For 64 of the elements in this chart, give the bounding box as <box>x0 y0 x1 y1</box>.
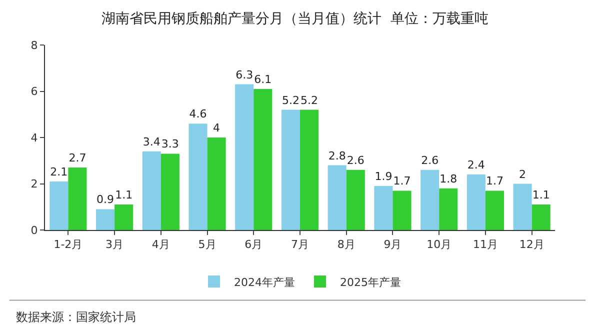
y-tick-label: 8 <box>30 38 38 52</box>
data-label: 2.7 <box>68 152 86 165</box>
data-label: 1.1 <box>532 188 550 202</box>
data-label: 2.8 <box>328 149 346 162</box>
x-tick-label: 11月 <box>472 238 498 252</box>
legend-label: 2025年产量 <box>340 276 401 289</box>
data-label: 3.3 <box>161 138 179 151</box>
x-tick-label: 1-2月 <box>54 238 83 252</box>
x-tick-label: 8月 <box>337 238 356 252</box>
data-label: 2.6 <box>421 154 439 167</box>
source-note: 数据来源：国家统计局 <box>16 310 136 324</box>
bar <box>513 184 532 230</box>
data-label: 5.2 <box>282 94 300 107</box>
y-tick-label: 2 <box>30 178 38 191</box>
bar <box>420 170 440 230</box>
x-tick-label: 3月 <box>106 238 124 252</box>
data-label: 4.6 <box>189 108 207 121</box>
data-label: 1.8 <box>440 172 458 186</box>
y-tick-label: 4 <box>30 131 38 144</box>
bar <box>68 168 87 230</box>
legend-label: 2024年产量 <box>234 276 295 289</box>
data-label: 4 <box>213 122 220 134</box>
bar <box>160 154 180 230</box>
x-tick-label: 12月 <box>519 238 544 252</box>
data-label: 6.3 <box>236 68 254 82</box>
bar <box>50 181 68 230</box>
data-label: 1.1 <box>115 188 133 202</box>
bar <box>207 138 226 230</box>
data-label: 1.7 <box>486 174 504 188</box>
bar <box>96 209 115 230</box>
bar <box>532 204 550 230</box>
data-label: 3.4 <box>142 135 160 148</box>
data-label: 2.6 <box>346 154 364 167</box>
bar <box>485 190 504 230</box>
data-label: 2.1 <box>50 165 68 178</box>
data-label: 6.1 <box>254 72 272 86</box>
data-label: 1.9 <box>374 170 392 184</box>
bar <box>188 124 208 230</box>
data-label: 2.4 <box>467 158 485 172</box>
bar <box>346 170 365 230</box>
x-tick-label: 6月 <box>244 238 263 252</box>
data-label: 0.9 <box>96 193 114 206</box>
data-label: 1.7 <box>393 174 411 188</box>
bar <box>374 186 393 230</box>
bar <box>392 190 412 230</box>
bar <box>300 110 319 230</box>
x-tick-label: 10月 <box>426 238 452 252</box>
x-tick-label: 5月 <box>198 238 216 252</box>
data-label: 5.2 <box>300 94 318 107</box>
bar <box>281 110 300 230</box>
y-tick-label: 6 <box>30 85 38 98</box>
x-tick-label: 9月 <box>384 238 402 252</box>
x-tick-label: 4月 <box>152 238 170 252</box>
x-tick-label: 7月 <box>291 238 309 252</box>
bar <box>328 165 346 230</box>
bar <box>114 204 134 230</box>
bar <box>235 84 254 230</box>
chart-title: 湖南省民用钢质船舶产量分月（当月值）统计 单位：万载重吨 <box>102 11 488 27</box>
bar <box>254 88 272 230</box>
bar <box>439 188 458 230</box>
y-tick-label: 0 <box>30 224 38 237</box>
bar <box>466 174 486 230</box>
bar <box>142 151 161 230</box>
data-label: 2 <box>519 168 526 181</box>
